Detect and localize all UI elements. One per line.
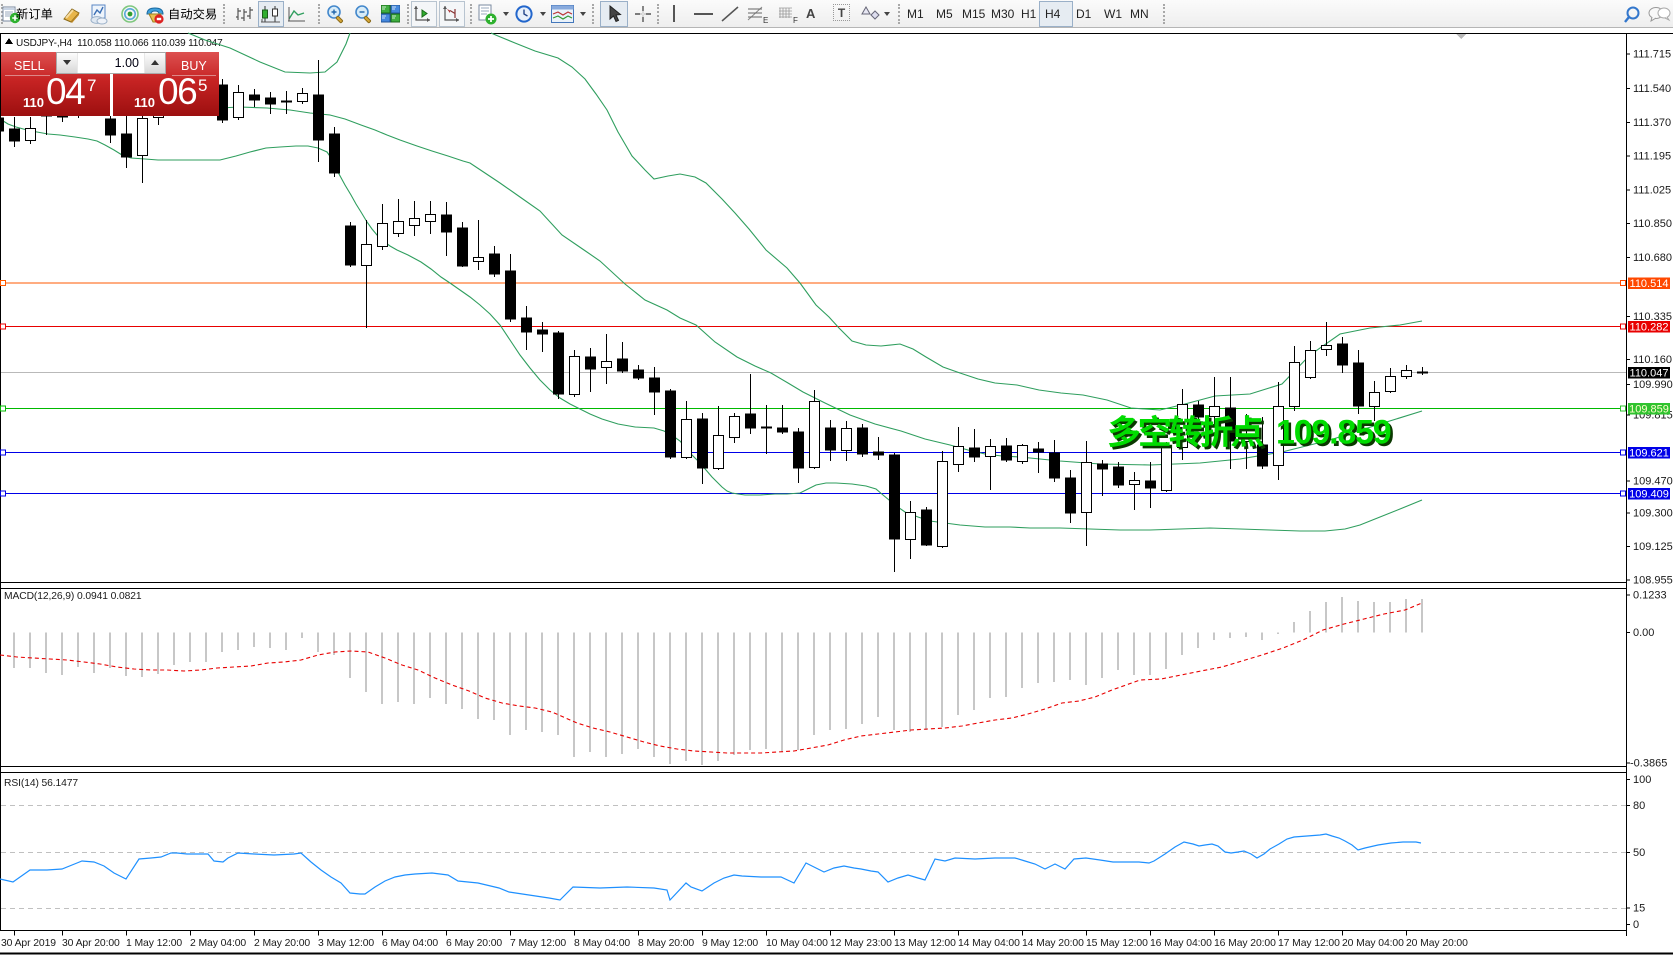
svg-text:8 May 04:00: 8 May 04:00 bbox=[574, 938, 630, 949]
svg-text:RSI(14) 56.1477: RSI(14) 56.1477 bbox=[4, 778, 78, 789]
svg-text:110.282: 110.282 bbox=[1630, 322, 1669, 334]
svg-text:50: 50 bbox=[1633, 847, 1645, 859]
svg-text:109.859: 109.859 bbox=[1629, 404, 1669, 416]
svg-text:110.047: 110.047 bbox=[1630, 368, 1669, 380]
svg-text:0.1233: 0.1233 bbox=[1633, 590, 1667, 602]
svg-text:2 May 20:00: 2 May 20:00 bbox=[254, 938, 310, 949]
svg-text:15 May 12:00: 15 May 12:00 bbox=[1086, 938, 1148, 949]
svg-text:15: 15 bbox=[1633, 903, 1645, 915]
svg-text:30 Apr 2019: 30 Apr 2019 bbox=[1, 938, 56, 949]
svg-text:12 May 23:00: 12 May 23:00 bbox=[830, 938, 892, 949]
svg-text:20 May 20:00: 20 May 20:00 bbox=[1406, 938, 1468, 949]
svg-text:111.195: 111.195 bbox=[1633, 151, 1671, 163]
svg-text:111.540: 111.540 bbox=[1633, 83, 1671, 95]
svg-text:110.335: 110.335 bbox=[1633, 311, 1672, 323]
svg-text:109.859: 109.859 bbox=[1276, 414, 1391, 452]
svg-text:8 May 20:00: 8 May 20:00 bbox=[638, 938, 694, 949]
svg-text:7 May 12:00: 7 May 12:00 bbox=[510, 938, 566, 949]
svg-text:109.125: 109.125 bbox=[1633, 541, 1673, 553]
svg-text:USDJPY-,H4 110.058 110.066 11: USDJPY-,H4 110.058 110.066 110.039 110.0… bbox=[16, 38, 223, 49]
svg-text:16 May 04:00: 16 May 04:00 bbox=[1150, 938, 1212, 949]
svg-text:111.715: 111.715 bbox=[1633, 49, 1671, 61]
svg-text:110.680: 110.680 bbox=[1633, 252, 1672, 264]
svg-text:-0.3865: -0.3865 bbox=[1630, 758, 1667, 770]
svg-text:109.300: 109.300 bbox=[1633, 508, 1673, 520]
svg-text:80: 80 bbox=[1633, 800, 1645, 812]
svg-text:10 May 04:00: 10 May 04:00 bbox=[766, 938, 828, 949]
svg-text:110.160: 110.160 bbox=[1633, 354, 1672, 366]
svg-text:3 May 12:00: 3 May 12:00 bbox=[318, 938, 374, 949]
svg-text:20 May 04:00: 20 May 04:00 bbox=[1342, 938, 1404, 949]
svg-text:30 Apr 20:00: 30 Apr 20:00 bbox=[62, 938, 120, 949]
svg-text:109.990: 109.990 bbox=[1633, 379, 1673, 391]
svg-text:108.955: 108.955 bbox=[1633, 575, 1673, 587]
svg-text:16 May 20:00: 16 May 20:00 bbox=[1214, 938, 1276, 949]
svg-text:17 May 12:00: 17 May 12:00 bbox=[1278, 938, 1340, 949]
svg-text:1 May 12:00: 1 May 12:00 bbox=[126, 938, 182, 949]
svg-text:109.859: 109.859 bbox=[1279, 416, 1394, 454]
svg-text:6 May 04:00: 6 May 04:00 bbox=[382, 938, 438, 949]
svg-text:111.025: 111.025 bbox=[1633, 185, 1671, 197]
svg-text:109.470: 109.470 bbox=[1633, 476, 1673, 488]
svg-text:F: F bbox=[793, 16, 798, 24]
svg-text:14 May 04:00: 14 May 04:00 bbox=[958, 938, 1020, 949]
svg-text:E: E bbox=[763, 16, 768, 24]
svg-text:109.621: 109.621 bbox=[1629, 448, 1669, 460]
svg-text:9 May 12:00: 9 May 12:00 bbox=[702, 938, 758, 949]
svg-text:100: 100 bbox=[1633, 774, 1651, 786]
svg-text:14 May 20:00: 14 May 20:00 bbox=[1022, 938, 1084, 949]
svg-text:110.850: 110.850 bbox=[1633, 218, 1672, 230]
svg-text:6 May 20:00: 6 May 20:00 bbox=[446, 938, 502, 949]
svg-text:0.00: 0.00 bbox=[1633, 627, 1654, 639]
svg-text:0: 0 bbox=[1633, 919, 1639, 931]
svg-text:109.409: 109.409 bbox=[1629, 489, 1669, 501]
svg-text:111.370: 111.370 bbox=[1633, 117, 1671, 129]
svg-text:13 May 12:00: 13 May 12:00 bbox=[894, 938, 956, 949]
svg-text:MACD(12,26,9) 0.0941 0.0821: MACD(12,26,9) 0.0941 0.0821 bbox=[4, 591, 142, 602]
svg-text:2 May 04:00: 2 May 04:00 bbox=[190, 938, 246, 949]
svg-text:110.514: 110.514 bbox=[1630, 278, 1669, 290]
